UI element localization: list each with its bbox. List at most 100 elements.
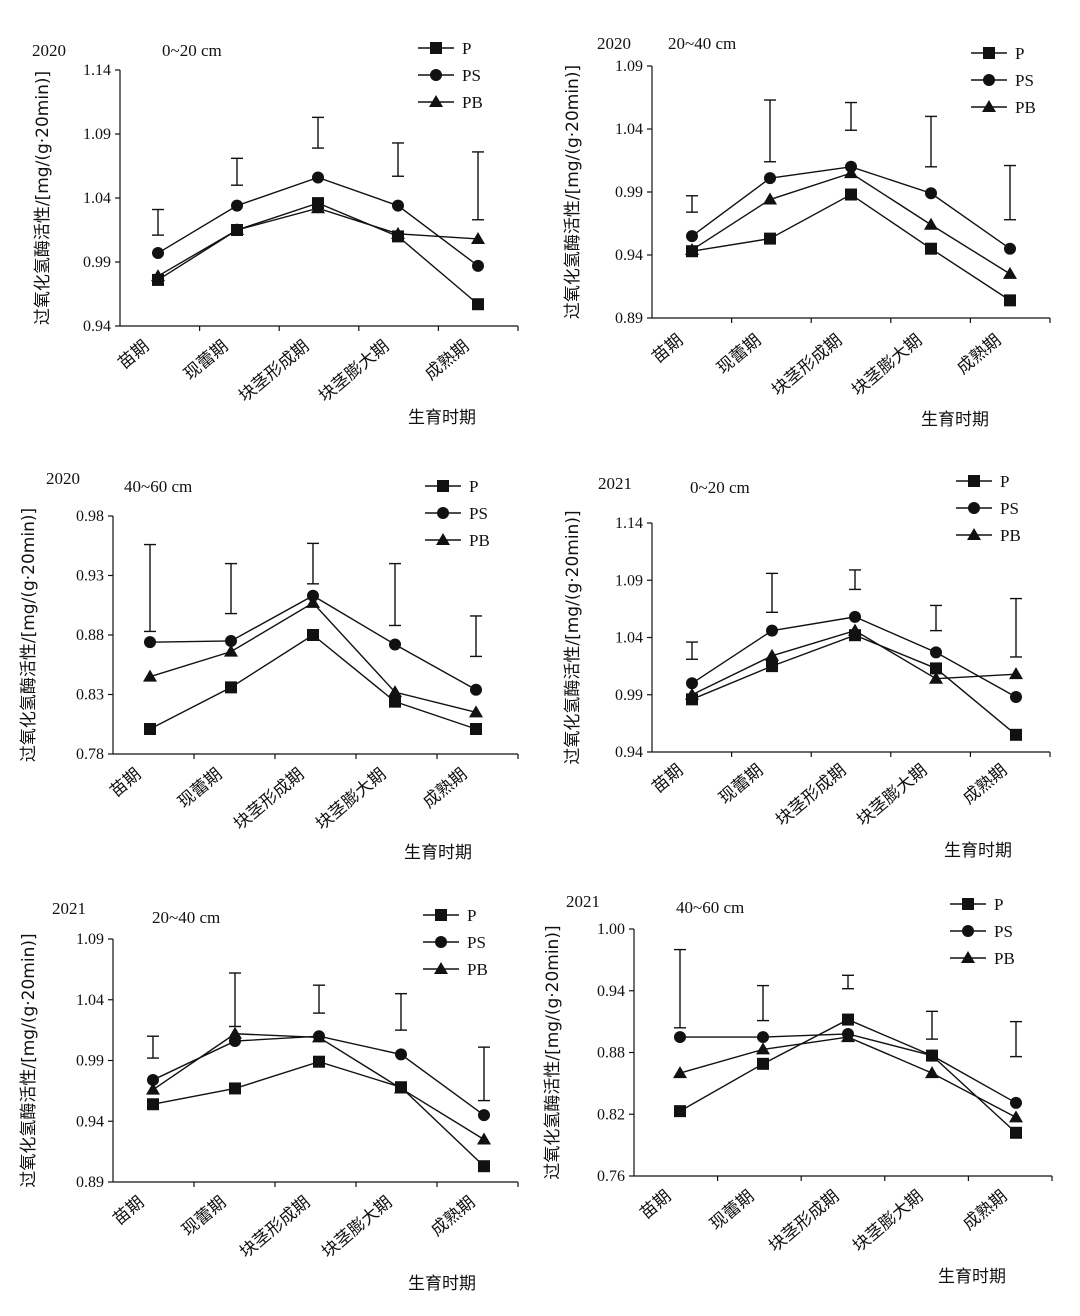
x-tick-label: 成熟期 [959,1186,1012,1235]
legend-label: P [467,906,476,925]
legend-marker [437,507,449,519]
data-point [1010,1126,1022,1139]
data-point [147,1098,159,1111]
data-point [765,648,779,661]
data-point [471,231,485,244]
y-tick-label: 0.76 [597,1168,625,1185]
legend-entry: PS [956,499,1019,518]
error-bar [766,572,778,614]
data-point [1009,1110,1023,1123]
x-tick-label: 块茎形成期 [236,1193,314,1263]
error-bar [757,984,769,1022]
y-tick-label: 0.99 [615,184,643,201]
error-bar [470,615,482,658]
panel-year: 2020 [46,469,80,488]
legend-entry: PS [950,922,1013,941]
data-point [392,199,404,212]
x-axis-label: 生育时期 [944,841,1012,861]
y-tick-label: 0.94 [615,247,643,264]
data-point [478,1109,490,1122]
data-point [930,646,942,659]
series-p [147,1055,490,1173]
legend-entry: P [956,472,1009,491]
data-point [841,1030,855,1043]
error-bar [307,542,319,585]
error-bar [1004,164,1016,221]
data-point [930,662,942,675]
data-point [848,623,862,636]
error-bar [674,948,686,1029]
chart-panel: 0.78 0.83 0.88 0.93 0.98 苗期 现蕾期 块茎形成期 块茎膨大期 成熟期 20… [19,469,519,863]
error-bar [926,1010,938,1040]
x-tick-label: 块茎形成期 [772,761,850,831]
data-point [470,683,482,696]
legend-entry: PB [950,949,1015,968]
series-line [691,193,1011,301]
x-tick-label: 苗期 [648,331,687,368]
legend-entry: P [423,906,476,925]
data-point [306,595,320,608]
legend-marker [435,909,447,921]
y-tick-label: 1.09 [615,58,643,75]
data-point [389,695,401,708]
data-point [391,226,405,239]
error-bar [925,115,937,168]
y-tick-label: 0.94 [83,318,111,335]
data-point [925,1066,939,1079]
x-axis-label: 生育时期 [938,1267,1006,1287]
data-point [929,671,943,684]
data-point [311,201,325,214]
data-point [472,298,484,311]
legend-label: P [1015,44,1024,63]
y-tick-label: 1.09 [76,931,104,948]
series-line [152,1035,485,1116]
y-tick-label: 1.00 [597,921,625,938]
series-line [691,166,1011,250]
panel-depth: 40~60 cm [124,477,192,496]
x-tick-label: 现蕾期 [178,1193,230,1241]
x-tick-label: 苗期 [109,1193,148,1230]
data-point [229,1082,241,1095]
series-ps [152,171,484,272]
series-line [679,1036,1017,1118]
x-tick-label: 成熟期 [959,760,1012,809]
legend-marker [435,936,447,948]
error-bar [845,101,857,131]
legend-label: P [1000,472,1009,491]
y-tick-label: 0.83 [76,687,104,704]
y-tick-label: 1.04 [83,190,111,207]
error-bar [231,157,243,186]
error-bar [312,116,324,149]
series-pb [673,1030,1023,1123]
data-point [307,589,319,602]
x-tick-label: 现蕾期 [180,337,232,385]
panel-depth: 40~60 cm [676,898,744,917]
data-point [842,1013,854,1026]
legend-label: PB [469,531,490,550]
x-axis-label: 生育时期 [408,408,476,428]
x-tick-label: 块茎形成期 [235,337,313,407]
legend-marker [430,42,442,54]
y-tick-label: 0.99 [615,687,643,704]
data-point [144,723,156,736]
error-bar [144,543,156,633]
series-pb [151,201,485,282]
data-point [388,685,402,698]
y-tick-label: 0.88 [76,627,104,644]
legend: P PS PB [971,44,1036,117]
data-point [146,1082,160,1095]
legend-label: PS [1015,71,1034,90]
y-tick-label: 0.89 [76,1174,104,1191]
legend-label: PS [469,504,488,523]
y-axis-label: 过氧化氢酶活性/[mg/(g·20min)] [563,510,583,764]
data-point [472,259,484,272]
data-point [389,638,401,651]
data-point [685,242,699,255]
data-point [307,629,319,641]
data-point [228,1026,242,1039]
legend-entry: PS [425,504,488,523]
series-pb [143,595,483,718]
data-point [1010,728,1022,741]
y-tick-label: 1.09 [615,572,643,589]
